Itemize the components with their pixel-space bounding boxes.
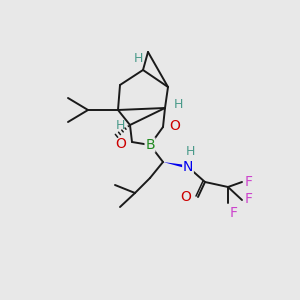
Polygon shape [163, 162, 188, 169]
Text: H: H [185, 145, 195, 158]
Text: N: N [183, 160, 193, 174]
Text: H: H [133, 52, 143, 65]
Text: B: B [145, 138, 155, 152]
Text: F: F [245, 192, 253, 206]
Text: O: O [115, 137, 126, 151]
Text: F: F [230, 206, 238, 220]
Text: H: H [174, 98, 183, 112]
Text: H: H [115, 119, 125, 132]
Text: O: O [169, 119, 180, 133]
Text: O: O [180, 190, 191, 204]
Text: F: F [245, 175, 253, 189]
